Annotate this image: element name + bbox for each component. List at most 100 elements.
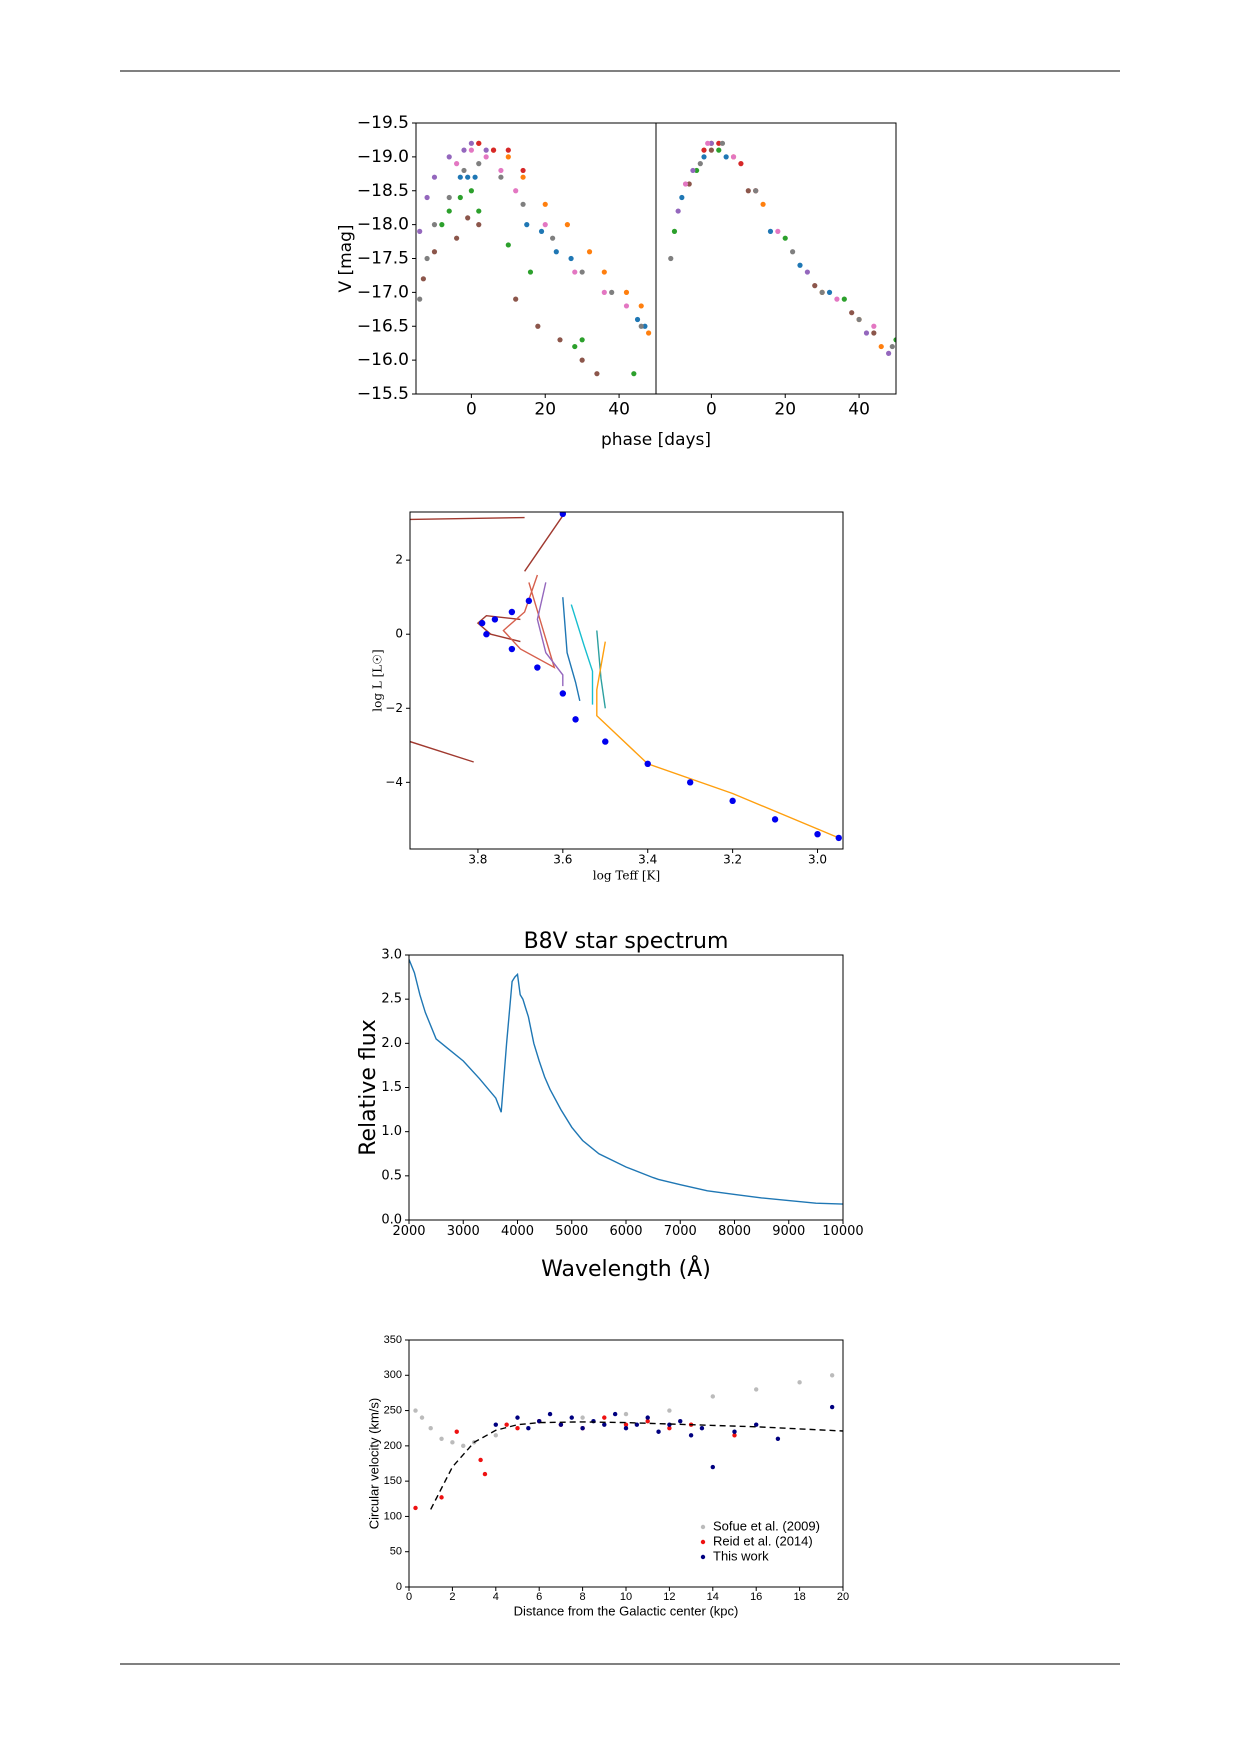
data-point (424, 194, 430, 201)
data-point (439, 1436, 444, 1442)
x-tick-label: 20 (774, 399, 796, 419)
data-point (461, 147, 467, 153)
x-tick-label: 20 (534, 399, 556, 419)
data-point (465, 215, 471, 221)
data-point (601, 269, 607, 275)
data-point (819, 289, 825, 295)
data-point (634, 1422, 640, 1427)
legend-label: Reid et al. (2014) (713, 1533, 813, 1548)
data-point (579, 269, 585, 275)
data-point (645, 1415, 650, 1420)
data-point (538, 228, 545, 234)
data-point (461, 1443, 466, 1449)
data-point (675, 208, 681, 214)
data-point (708, 147, 714, 153)
data-point (767, 228, 774, 234)
data-point (738, 161, 744, 167)
data-point (631, 371, 637, 377)
y-tick-label: 1.0 (381, 1124, 402, 1139)
data-point (513, 296, 519, 302)
data-point (889, 343, 895, 350)
data-point (483, 147, 489, 153)
data-point (580, 1426, 585, 1431)
x-tick-label: 9000 (772, 1224, 805, 1239)
data-point (572, 343, 578, 350)
data-point (513, 188, 519, 194)
data-point (478, 619, 486, 627)
data-point (472, 174, 478, 180)
data-point (564, 222, 570, 228)
data-point (812, 283, 818, 289)
data-point (745, 188, 751, 194)
data-point (580, 1415, 585, 1420)
y-tick-label: −4 (385, 775, 403, 789)
data-point (431, 222, 438, 228)
data-point (638, 323, 644, 329)
data-point (856, 316, 862, 323)
x-axis-label: phase [days] (601, 430, 711, 450)
data-point (520, 174, 526, 180)
data-point (667, 1408, 672, 1413)
data-point (483, 154, 489, 160)
data-point (690, 167, 696, 174)
data-point (468, 147, 474, 153)
data-point (476, 208, 482, 214)
y-axis-label: log L [L☉] (371, 649, 385, 711)
data-point (559, 690, 567, 697)
data-point (671, 228, 678, 234)
x-axis-label: Distance from the Galactic center (kpc) (514, 1603, 739, 1618)
data-point (797, 1380, 802, 1385)
data-point (667, 1426, 672, 1431)
data-point (550, 235, 556, 241)
data-point (579, 337, 585, 343)
y-tick-label: 300 (384, 1369, 402, 1381)
legend-marker (700, 1554, 706, 1560)
data-point (413, 1408, 418, 1413)
y-tick-label: 1.5 (381, 1080, 402, 1095)
x-tick-label: 16 (750, 1591, 762, 1603)
data-point (476, 222, 482, 228)
data-point (732, 1433, 737, 1438)
data-point (558, 1422, 564, 1427)
data-point (708, 140, 714, 146)
legend-marker (700, 1539, 706, 1545)
series-line (430, 1421, 843, 1510)
legend-marker (700, 1524, 706, 1530)
x-tick-label: 14 (707, 1591, 719, 1603)
data-point (753, 188, 759, 194)
data-point (465, 174, 471, 180)
data-point (804, 269, 810, 275)
data-point (623, 289, 630, 295)
y-axis-label: Relative flux (356, 1019, 381, 1156)
y-tick-label: −18.5 (357, 181, 409, 201)
data-point (454, 1429, 459, 1434)
x-tick-label: 5000 (555, 1224, 588, 1239)
x-axis-label: log Teff [K] (593, 869, 660, 883)
data-point (775, 228, 781, 234)
plot-area (409, 959, 843, 1205)
data-point (542, 222, 548, 228)
y-tick-label: −19.0 (357, 147, 409, 167)
data-point (686, 779, 694, 786)
data-point (476, 140, 482, 146)
data-point (678, 1418, 683, 1424)
x-tick-label: 3.2 (723, 852, 742, 866)
data-point (461, 167, 467, 174)
data-point (612, 1411, 618, 1417)
data-point (797, 262, 803, 268)
axes-frame (409, 511, 844, 850)
data-point (623, 1426, 629, 1431)
y-tick-label: 2 (395, 553, 403, 567)
data-point (710, 1394, 715, 1399)
x-tick-label: 7000 (664, 1224, 697, 1239)
data-point (729, 797, 736, 805)
x-tick-label: 12 (663, 1591, 675, 1603)
x-tick-label: 0 (466, 399, 477, 419)
data-point (834, 296, 840, 302)
data-point (688, 1433, 694, 1438)
data-point (579, 357, 585, 363)
axes-frame (408, 954, 844, 1221)
data-point (723, 154, 729, 160)
data-point (716, 140, 722, 146)
